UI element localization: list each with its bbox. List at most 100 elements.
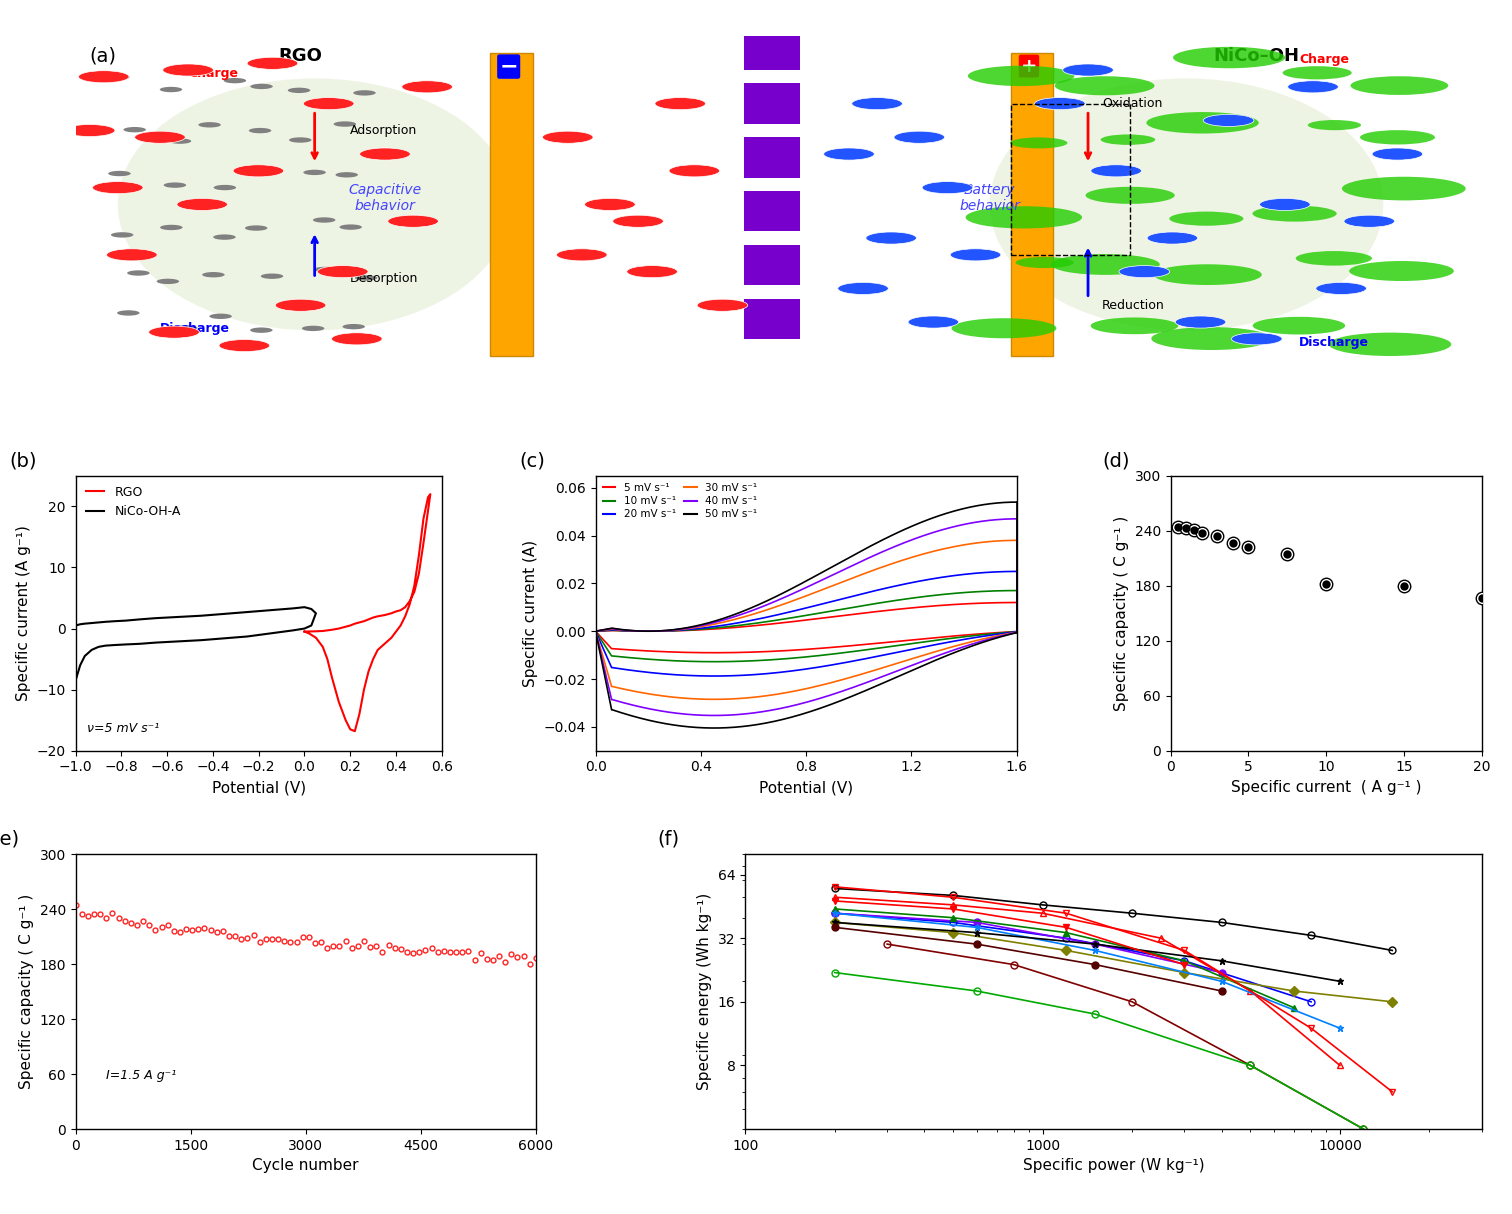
Ellipse shape bbox=[1252, 205, 1337, 222]
Text: Charge: Charge bbox=[1299, 53, 1349, 67]
Line: NiCo-OH-A: NiCo-OH-A bbox=[304, 494, 431, 731]
Text: (f): (f) bbox=[656, 829, 679, 849]
Circle shape bbox=[1231, 333, 1282, 345]
NiCo-OH-A bbox=[313, 640, 331, 654]
Circle shape bbox=[313, 217, 336, 222]
Line: RGO: RGO bbox=[76, 607, 316, 681]
Text: ν=5 mV s⁻¹: ν=5 mV s⁻¹ bbox=[88, 722, 159, 736]
Circle shape bbox=[249, 127, 271, 134]
RGO bbox=[192, 608, 210, 623]
Ellipse shape bbox=[1282, 67, 1352, 79]
NiCo-OH-A bbox=[342, 722, 360, 737]
RGO bbox=[262, 626, 280, 641]
Bar bbox=[744, 137, 800, 177]
Circle shape bbox=[668, 165, 720, 177]
Circle shape bbox=[314, 267, 336, 272]
Circle shape bbox=[585, 198, 635, 210]
RGO bbox=[284, 601, 302, 615]
NiCo-OH-A bbox=[396, 600, 414, 614]
RGO bbox=[106, 637, 124, 652]
Bar bbox=[744, 191, 800, 232]
X-axis label: Specific current  ( A g⁻¹ ): Specific current ( A g⁻¹ ) bbox=[1231, 781, 1421, 795]
Circle shape bbox=[260, 273, 283, 279]
Circle shape bbox=[543, 131, 593, 143]
Text: Reduction: Reduction bbox=[1102, 299, 1164, 312]
NiCo-OH-A bbox=[375, 608, 393, 623]
Text: Charge: Charge bbox=[187, 67, 237, 80]
X-axis label: Cycle number: Cycle number bbox=[253, 1158, 358, 1173]
NiCo-OH-A bbox=[387, 624, 405, 639]
Circle shape bbox=[175, 325, 198, 330]
NiCo-OH-A bbox=[307, 624, 325, 639]
RGO bbox=[169, 634, 187, 648]
RGO bbox=[262, 603, 280, 618]
Circle shape bbox=[203, 272, 225, 278]
NiCo-OH-A bbox=[324, 623, 342, 637]
Circle shape bbox=[302, 325, 325, 331]
NiCo-OH-A bbox=[405, 579, 423, 594]
Ellipse shape bbox=[1154, 265, 1263, 285]
Circle shape bbox=[110, 232, 133, 238]
Ellipse shape bbox=[1308, 120, 1361, 130]
Circle shape bbox=[339, 225, 361, 229]
Ellipse shape bbox=[1016, 257, 1074, 268]
Ellipse shape bbox=[1350, 76, 1448, 95]
Ellipse shape bbox=[1090, 318, 1178, 334]
Circle shape bbox=[697, 299, 748, 311]
Text: (b): (b) bbox=[9, 452, 38, 470]
Ellipse shape bbox=[968, 66, 1075, 86]
Text: Discharge: Discharge bbox=[160, 322, 230, 335]
Circle shape bbox=[1288, 81, 1338, 93]
Bar bbox=[490, 53, 532, 356]
Circle shape bbox=[1315, 283, 1367, 295]
Text: Desorption: Desorption bbox=[349, 272, 419, 285]
Legend: RGO, NiCo-OH-A: RGO, NiCo-OH-A bbox=[82, 482, 184, 522]
Ellipse shape bbox=[1329, 333, 1452, 356]
Text: −: − bbox=[499, 57, 519, 76]
NiCo-OH-A bbox=[401, 594, 419, 608]
Ellipse shape bbox=[1341, 177, 1465, 200]
RGO bbox=[76, 617, 94, 631]
Circle shape bbox=[198, 123, 221, 127]
RGO bbox=[97, 639, 115, 653]
NiCo-OH-A bbox=[405, 585, 423, 600]
Circle shape bbox=[1119, 266, 1170, 278]
Bar bbox=[1010, 53, 1052, 356]
Circle shape bbox=[331, 333, 383, 345]
NiCo-OH-A bbox=[410, 548, 428, 562]
Circle shape bbox=[224, 78, 246, 84]
RGO bbox=[71, 617, 89, 631]
RGO bbox=[169, 609, 187, 624]
Circle shape bbox=[950, 249, 1001, 261]
Text: Discharge: Discharge bbox=[1299, 335, 1368, 348]
Circle shape bbox=[627, 266, 677, 278]
Circle shape bbox=[213, 185, 236, 191]
NiCo-OH-A bbox=[313, 624, 331, 639]
Circle shape bbox=[163, 64, 213, 76]
Text: (c): (c) bbox=[520, 452, 546, 470]
Circle shape bbox=[107, 75, 130, 80]
Ellipse shape bbox=[1359, 130, 1435, 144]
NiCo-OH-A bbox=[342, 618, 360, 632]
RGO bbox=[89, 615, 107, 630]
Circle shape bbox=[160, 87, 183, 92]
Y-axis label: Specific energy (Wh kg⁻¹): Specific energy (Wh kg⁻¹) bbox=[697, 894, 712, 1090]
Circle shape bbox=[1034, 97, 1086, 109]
Ellipse shape bbox=[1010, 137, 1067, 148]
RGO bbox=[106, 614, 124, 629]
Y-axis label: Specific capacity ( C g⁻¹ ): Specific capacity ( C g⁻¹ ) bbox=[18, 894, 33, 1089]
Circle shape bbox=[92, 182, 144, 194]
NiCo-OH-A bbox=[319, 623, 337, 637]
NiCo-OH-A bbox=[410, 566, 428, 580]
Circle shape bbox=[1148, 232, 1198, 244]
RGO bbox=[239, 629, 257, 643]
Circle shape bbox=[289, 137, 311, 143]
Circle shape bbox=[79, 70, 129, 83]
Circle shape bbox=[249, 328, 272, 333]
Circle shape bbox=[1344, 215, 1394, 227]
RGO bbox=[116, 613, 135, 628]
Circle shape bbox=[213, 234, 236, 240]
Circle shape bbox=[245, 226, 268, 231]
Circle shape bbox=[851, 97, 903, 109]
NiCo-OH-A bbox=[351, 615, 369, 630]
